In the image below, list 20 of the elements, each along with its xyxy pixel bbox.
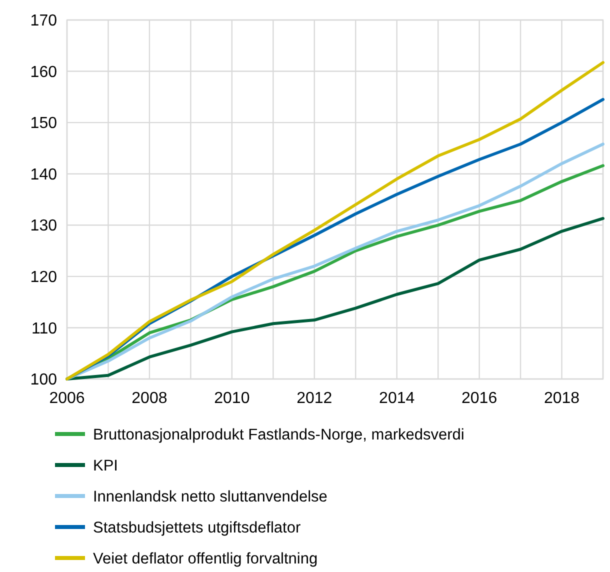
y-tick-label: 140 <box>30 166 58 184</box>
x-tick-label: 2012 <box>296 390 332 407</box>
legend-label: Bruttonasjonalprodukt Fastlands-Norge, markedsverdi <box>93 426 464 444</box>
y-tick-label: 160 <box>30 64 58 81</box>
x-tick-label: 2016 <box>462 390 498 407</box>
y-tick-label: 170 <box>30 12 58 30</box>
x-tick-label: 2018 <box>544 390 580 407</box>
x-tick-label: 2014 <box>379 390 415 407</box>
y-tick-label: 100 <box>30 372 58 389</box>
y-tick-label: 120 <box>30 269 58 286</box>
legend-label: Innenlandsk netto sluttanvendelse <box>93 488 328 506</box>
legend-label: KPI <box>93 457 118 474</box>
y-tick-label: 130 <box>30 218 58 235</box>
legend-label: Veiet deflator offentlig forvaltning <box>93 550 318 568</box>
x-tick-label: 2006 <box>49 390 85 407</box>
x-tick-label: 2010 <box>214 390 250 407</box>
y-tick-label: 150 <box>30 115 58 132</box>
legend-label: Statsbudsjettets utgiftsdeflator <box>93 519 301 536</box>
y-tick-label: 110 <box>31 320 58 338</box>
x-tick-label: 2008 <box>132 390 168 407</box>
